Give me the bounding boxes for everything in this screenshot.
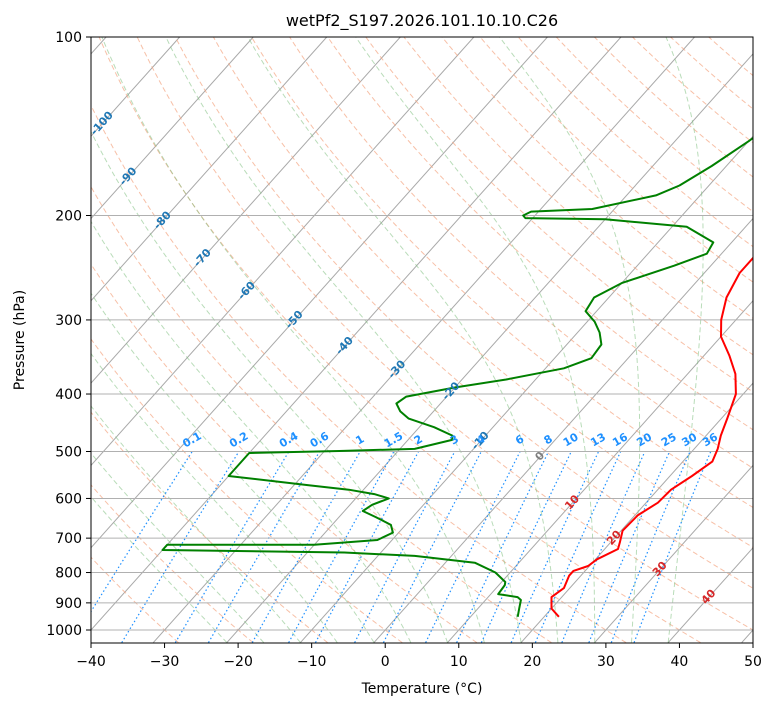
dry-adiabat-line	[136, 37, 753, 631]
y-axis-label: Pressure (hPa)	[12, 290, 28, 390]
isotherm-line	[373, 217, 753, 643]
y-tick-label: 900	[55, 596, 82, 612]
dry-adiabat-line	[403, 37, 753, 356]
background-lines	[91, 37, 753, 643]
mixing-ratio-line	[456, 451, 550, 643]
mixing-ratio-line	[174, 451, 290, 643]
mixing-ratio-line	[588, 451, 671, 643]
dry-adiabat-line	[91, 104, 627, 643]
mixing-ratio-line	[91, 451, 193, 613]
dry-adiabat-line	[91, 411, 328, 643]
mixing-ratio-line	[251, 451, 361, 643]
mixing-ratio-line	[425, 451, 521, 643]
isotherm-line	[447, 300, 753, 643]
mixing-ratio-line	[288, 451, 395, 643]
x-tick-label: 10	[450, 654, 468, 670]
isotherm-line	[594, 464, 753, 643]
sounding-profiles	[161, 136, 753, 618]
isotherm-line	[91, 37, 254, 220]
moist-adiabat-line	[91, 292, 375, 643]
dry-adiabat-line	[212, 37, 753, 548]
moist-adiabat-line	[247, 37, 559, 643]
x-tick-label: −20	[223, 654, 253, 670]
x-tick-label: −30	[150, 654, 180, 670]
dry-adiabat-line	[289, 37, 753, 469]
mixing-ratio-line	[510, 451, 600, 643]
isotherm-line	[91, 37, 548, 549]
mixing-ratio-line	[561, 451, 646, 643]
isotherm-line	[91, 37, 475, 467]
mixing-ratio-line	[534, 451, 622, 643]
y-tick-label: 100	[55, 30, 82, 46]
x-tick-label: 20	[523, 654, 541, 670]
mixing-ratio-line	[610, 451, 691, 643]
mixing-ratio-line	[314, 451, 420, 643]
dry-adiabat-line	[632, 37, 753, 144]
dry-adiabat-line	[251, 37, 753, 509]
y-tick-label: 400	[55, 387, 82, 403]
moist-adiabat-line	[101, 37, 485, 643]
y-tick-label: 500	[55, 444, 82, 460]
dry-adiabat-line	[327, 37, 753, 431]
y-tick-label: 700	[55, 531, 82, 547]
y-tick-label: 1000	[46, 623, 82, 639]
y-tick-label: 200	[55, 209, 82, 225]
x-tick-label: −40	[76, 654, 106, 670]
dry-adiabat-line	[91, 185, 552, 643]
x-tick-label: 30	[597, 654, 615, 670]
isotherm-line	[152, 37, 695, 643]
y-tick-label: 600	[55, 491, 82, 507]
temperature-profile-line	[550, 256, 753, 618]
moist-adiabat-line	[665, 37, 704, 643]
dry-adiabat-line	[555, 37, 753, 213]
x-tick-label: 40	[671, 654, 689, 670]
dry-adiabat-line	[98, 37, 701, 643]
x-axis-label: Temperature (°C)	[361, 681, 483, 697]
moist-adiabat-line	[91, 405, 301, 643]
isotherm-line	[226, 53, 753, 643]
mixing-ratio-line	[480, 451, 572, 643]
isotherm-line	[91, 37, 401, 384]
x-axis-ticks: −40 −30 −20 −10 0 10 20 30 40 50	[76, 643, 762, 670]
dry-adiabat-line	[441, 37, 753, 319]
y-axis-ticks: 100 200 300 400 500 600 700 800 900 1000	[46, 30, 91, 639]
moist-adiabat-line	[91, 130, 448, 643]
x-tick-label: 50	[744, 654, 762, 670]
y-tick-label: 800	[55, 566, 82, 582]
chart-title: wetPf2_S197.2026.101.10.10.C26	[286, 11, 558, 31]
mixing-ratio-line	[121, 451, 240, 643]
moist-adiabat-line	[91, 495, 228, 643]
moist-adiabat-line	[91, 220, 412, 643]
isotherm-line	[520, 382, 753, 643]
moist-adiabat-line	[91, 452, 265, 643]
dry-adiabat-line	[365, 37, 753, 393]
isotherm-line	[91, 37, 328, 302]
x-tick-label: −10	[297, 654, 327, 670]
dry-adiabat-line	[174, 37, 753, 589]
x-tick-label: 0	[381, 654, 390, 670]
y-tick-label: 300	[55, 313, 82, 329]
moist-adiabat-line	[165, 37, 522, 643]
plot-frame	[90, 36, 754, 644]
moist-adiabat-line	[355, 37, 596, 643]
dewpoint-profile-line	[161, 136, 753, 617]
dry-adiabat-line	[91, 263, 478, 643]
dry-adiabat-line	[479, 37, 753, 283]
